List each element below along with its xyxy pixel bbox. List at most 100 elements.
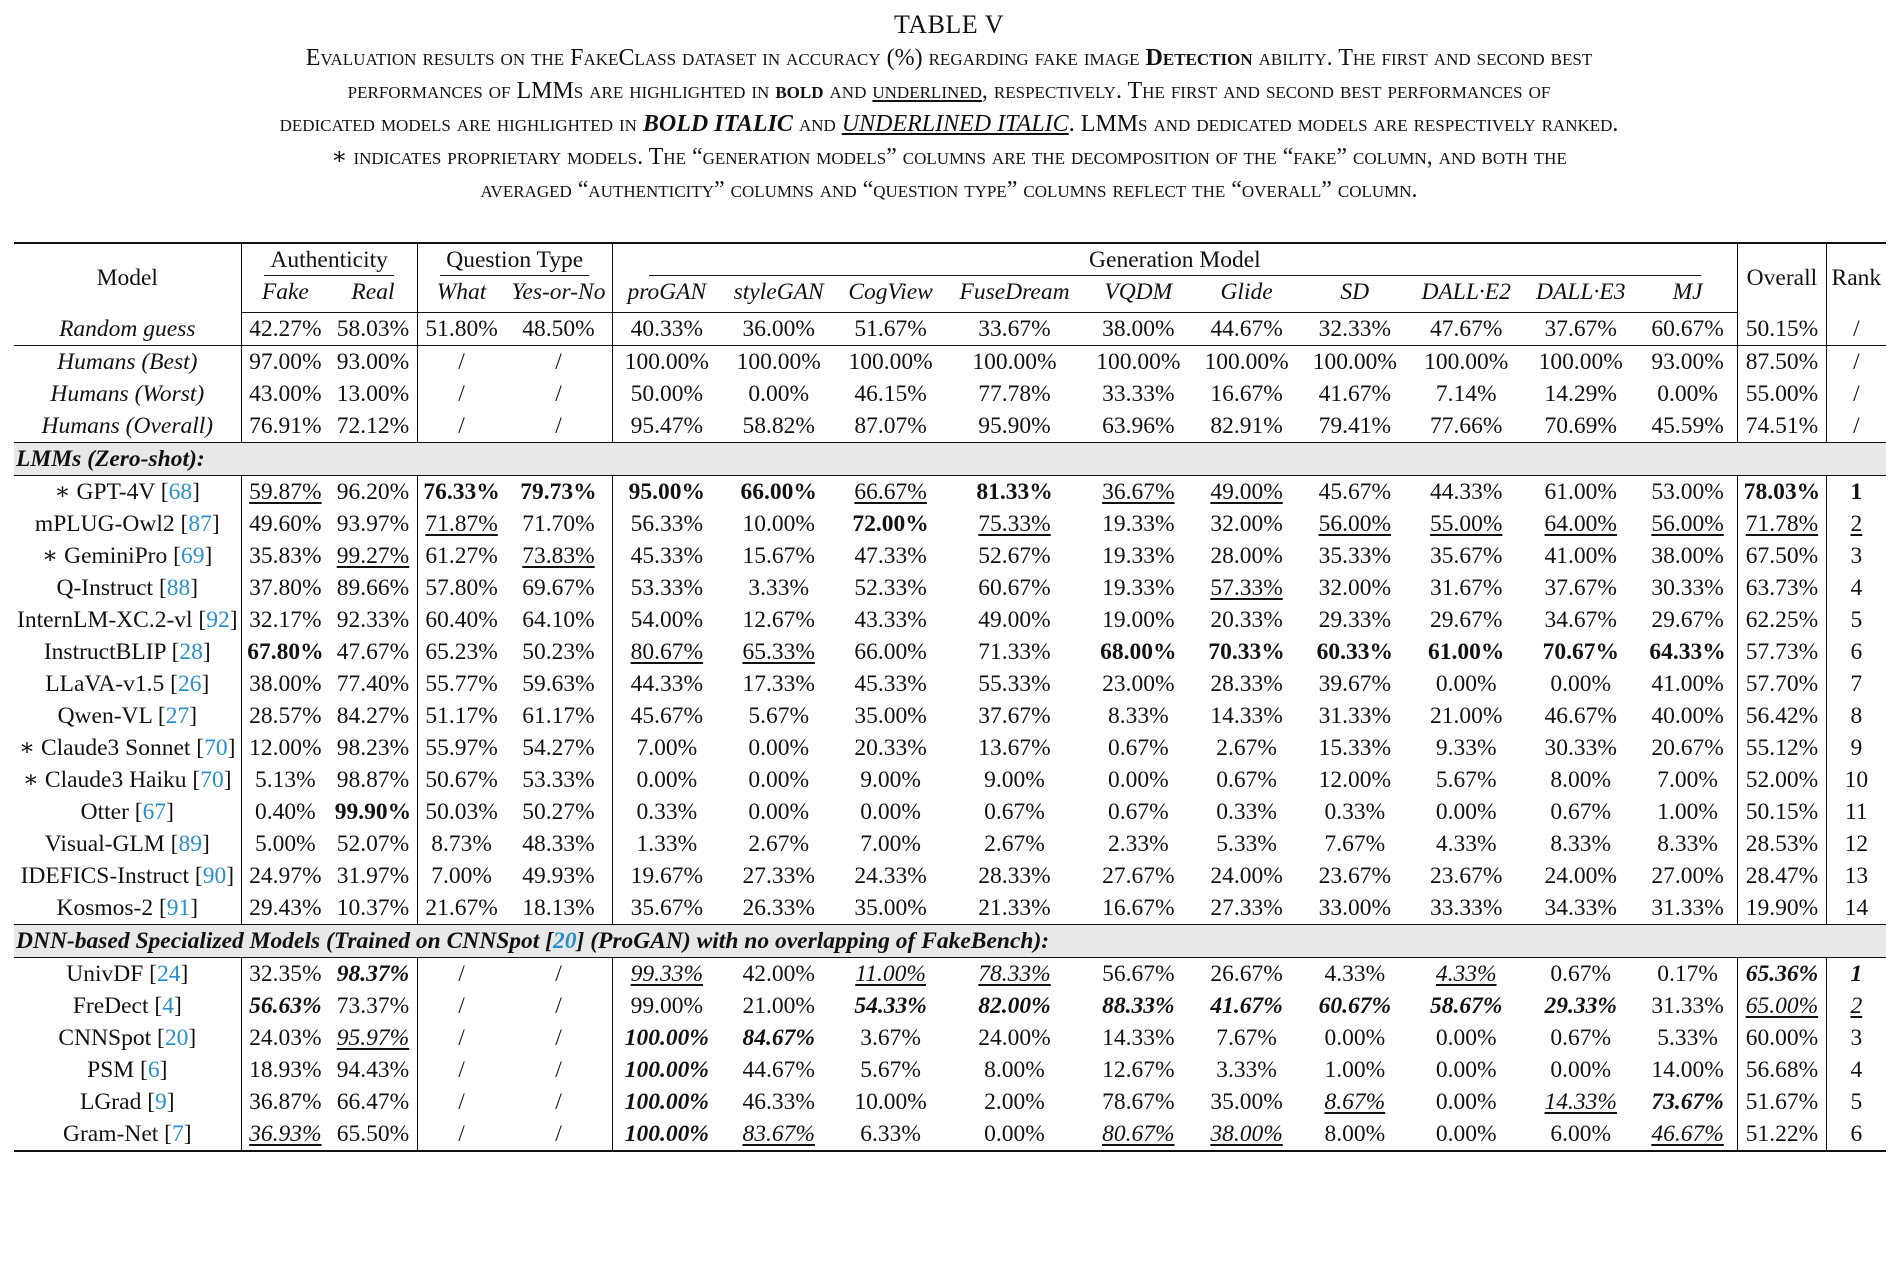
table-cell: 32.00% [1192,508,1300,540]
table-cell: 53.00% [1638,476,1738,509]
cell-value: 57.80% [425,575,498,601]
table-cell: 14 [1825,892,1886,925]
table-row: InternLM-XC.2-vl [92] 32.17% 92.33% 60.40% 6… [14,604,1886,636]
citation-link[interactable]: 27 [165,703,190,729]
caption-line3-c: and [792,111,842,137]
section-dnns: DNN-based Specialized Models (Trained on… [14,924,1886,958]
citation-link[interactable]: 91 [166,895,191,921]
citation-link[interactable]: 28 [179,639,203,665]
row-model-name: Qwen-VL [27] [57,703,198,729]
citation-link[interactable]: 9 [155,1089,167,1115]
cell-value: 21.67% [425,895,498,921]
cell-value: 1.00% [1657,799,1718,825]
table-cell: 5.00% [240,828,330,860]
table-cell: 31.33% [1301,700,1409,732]
citation-link[interactable]: 20 [164,1025,189,1051]
table-cell: 67.50% [1737,540,1827,572]
cell-value: 100.00% [1204,349,1289,375]
table-cell: 50.00% [611,378,722,410]
cell-value: 7 [1850,671,1863,697]
cell-value: 100.00% [624,1025,709,1051]
table-cell: 14.33% [1084,1022,1192,1054]
cell-value: 11 [1845,799,1868,825]
cell-value: / [555,1121,562,1147]
table-cell: 1.00% [1638,796,1738,828]
cell-value: 100.00% [1312,349,1397,375]
cell-value: 95.90% [978,413,1051,439]
cell-value: 98.37% [336,961,410,987]
table-cell: 71.87% [416,508,506,540]
cell-value: 50.27% [522,799,595,825]
citation-link[interactable]: 26 [177,671,202,697]
table-cell: 3 [1825,540,1886,572]
col-yesno-header: Yes-or-No [505,276,613,313]
citation-link[interactable]: 4 [162,993,174,1019]
citation-link[interactable]: 92 [206,607,230,633]
cell-value: 49.60% [249,511,322,537]
cell-value: 59.63% [522,671,595,697]
table-cell: 52.33% [836,572,945,604]
cell-value: / [1853,381,1860,407]
table-cell: 7.67% [1192,1022,1300,1054]
cell-value: 56.67% [1102,961,1175,987]
table-cell: 69.67% [505,572,612,604]
cell-value: 82.91% [1210,413,1283,439]
cell-value: 0.00% [1435,1057,1497,1083]
table-cell: 52.00% [1737,764,1827,796]
citation-link[interactable]: 70 [204,735,228,761]
table-cell: 58.82% [721,410,836,443]
cell-value: 7.14% [1435,381,1497,407]
citation-link[interactable]: 67 [142,799,167,825]
citation-link[interactable]: 89 [178,831,202,857]
cell-value: 55.00% [1429,511,1503,537]
table-cell: 16.67% [1192,378,1300,410]
table-cell: 24.00% [1523,860,1638,892]
cell-value: 87.50% [1745,349,1819,375]
citation-link[interactable]: 6 [147,1057,160,1083]
table-cell: 44.67% [721,1054,836,1086]
cell-value: 50.15% [1745,799,1819,825]
table-cell: 100.00% [1523,345,1639,378]
table-cell: / [505,1022,612,1054]
col-gen-header-mj: MJ [1638,276,1738,313]
cell-value: 94.43% [336,1057,410,1083]
citation-link[interactable]: 87 [188,511,212,537]
table-cell: 100.00% [1408,345,1524,378]
cell-value: 5.67% [1435,767,1497,793]
cell-value: 18.93% [249,1057,322,1083]
cell-value: 42.00% [742,961,815,987]
table-cell: 0.00% [1084,764,1192,796]
table-cell: 99.00% [611,990,722,1022]
cell-value: 46.15% [854,381,927,407]
table-cell: 50.27% [505,796,612,828]
citation-link[interactable]: 24 [157,961,181,987]
citation-link[interactable]: 20 [553,928,577,954]
caption-line2-a: performances of LMMs are highlighted in [347,78,776,104]
table-cell: 99.33% [611,957,722,990]
cell-value: 31.33% [1651,993,1724,1019]
table-cell: 38.00% [1192,1118,1300,1151]
cell-value: 44.67% [742,1057,815,1083]
cell-value: 20.33% [1210,607,1283,633]
table-cell: 0.67% [1523,796,1638,828]
citation-link[interactable]: 68 [168,479,193,505]
cell-value: 47.67% [336,639,410,665]
cell-value: 8.33% [1107,703,1169,729]
citation-link[interactable]: 90 [202,863,227,889]
cell-value: 65.23% [425,639,498,665]
cell-value: 3.67% [860,1025,921,1051]
cell-value: 43.00% [249,381,322,407]
citation-link[interactable]: 7 [171,1121,184,1147]
table-cell: 17.33% [721,668,836,700]
col-fake-header: Fake [240,276,330,313]
cell-value: 52.67% [978,543,1051,569]
citation-link[interactable]: 69 [180,543,205,569]
citation-link[interactable]: 70 [200,767,224,793]
cell-value: 56.33% [630,511,704,537]
table-cell: 77.66% [1409,410,1524,443]
cell-value: 80.67% [1102,1121,1175,1147]
cell-value: 100.00% [1096,349,1181,375]
table-cell: 8.33% [1638,828,1738,860]
table-cell: 53.33% [611,572,722,604]
citation-link[interactable]: 88 [166,575,191,601]
